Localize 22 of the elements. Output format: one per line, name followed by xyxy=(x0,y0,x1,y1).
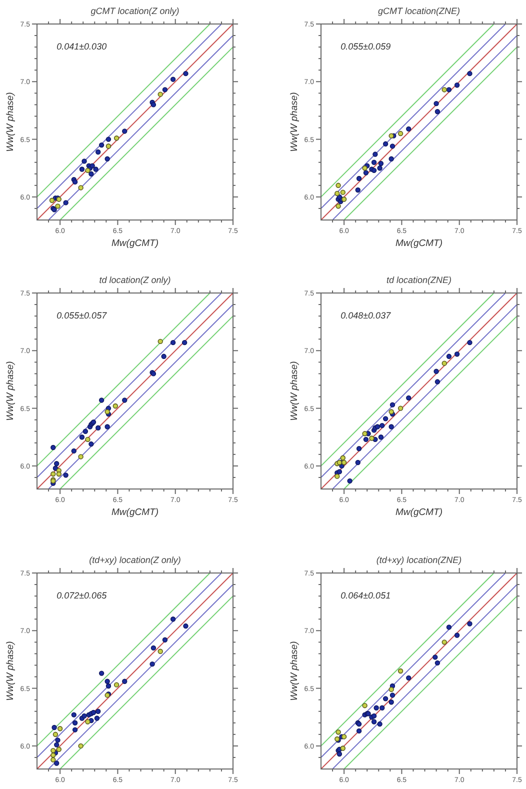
y-axis-title: Ww(W phase) xyxy=(289,92,300,152)
chart-title: (td+xy) location(Z only) xyxy=(89,555,181,565)
x-axis-title: Mw(gCMT) xyxy=(112,507,158,518)
annotation: 0.064±0.051 xyxy=(340,590,391,600)
annotation: 0.055±0.059 xyxy=(340,41,391,52)
x-axis-title: Mw(gCMT) xyxy=(112,238,158,249)
annotation: 0.055±0.057 xyxy=(56,310,108,320)
chart-title: gCMT location(ZNE) xyxy=(378,6,460,16)
x-axis-title: Mw(gCMT) xyxy=(396,507,442,518)
y-axis-title: Ww(W phase) xyxy=(289,361,300,421)
y-axis-title: Ww(W phase) xyxy=(5,641,16,701)
x-axis-title: Mw(gCMT) xyxy=(396,238,442,249)
y-axis-title: Ww(W phase) xyxy=(5,92,16,152)
annotation: 0.048±0.037 xyxy=(340,310,392,320)
chart-title: (td+xy) location(ZNE) xyxy=(376,555,462,565)
y-axis-title: Ww(W phase) xyxy=(5,361,16,421)
chart-title: td location(ZNE) xyxy=(386,275,452,285)
chart-title: gCMT location(Z only) xyxy=(90,6,180,16)
y-axis-title: Ww(W phase) xyxy=(289,641,300,701)
annotation: 0.041±0.030 xyxy=(56,41,107,52)
chart-title: td location(Z only) xyxy=(99,275,171,285)
annotation: 0.072±0.065 xyxy=(56,590,108,600)
